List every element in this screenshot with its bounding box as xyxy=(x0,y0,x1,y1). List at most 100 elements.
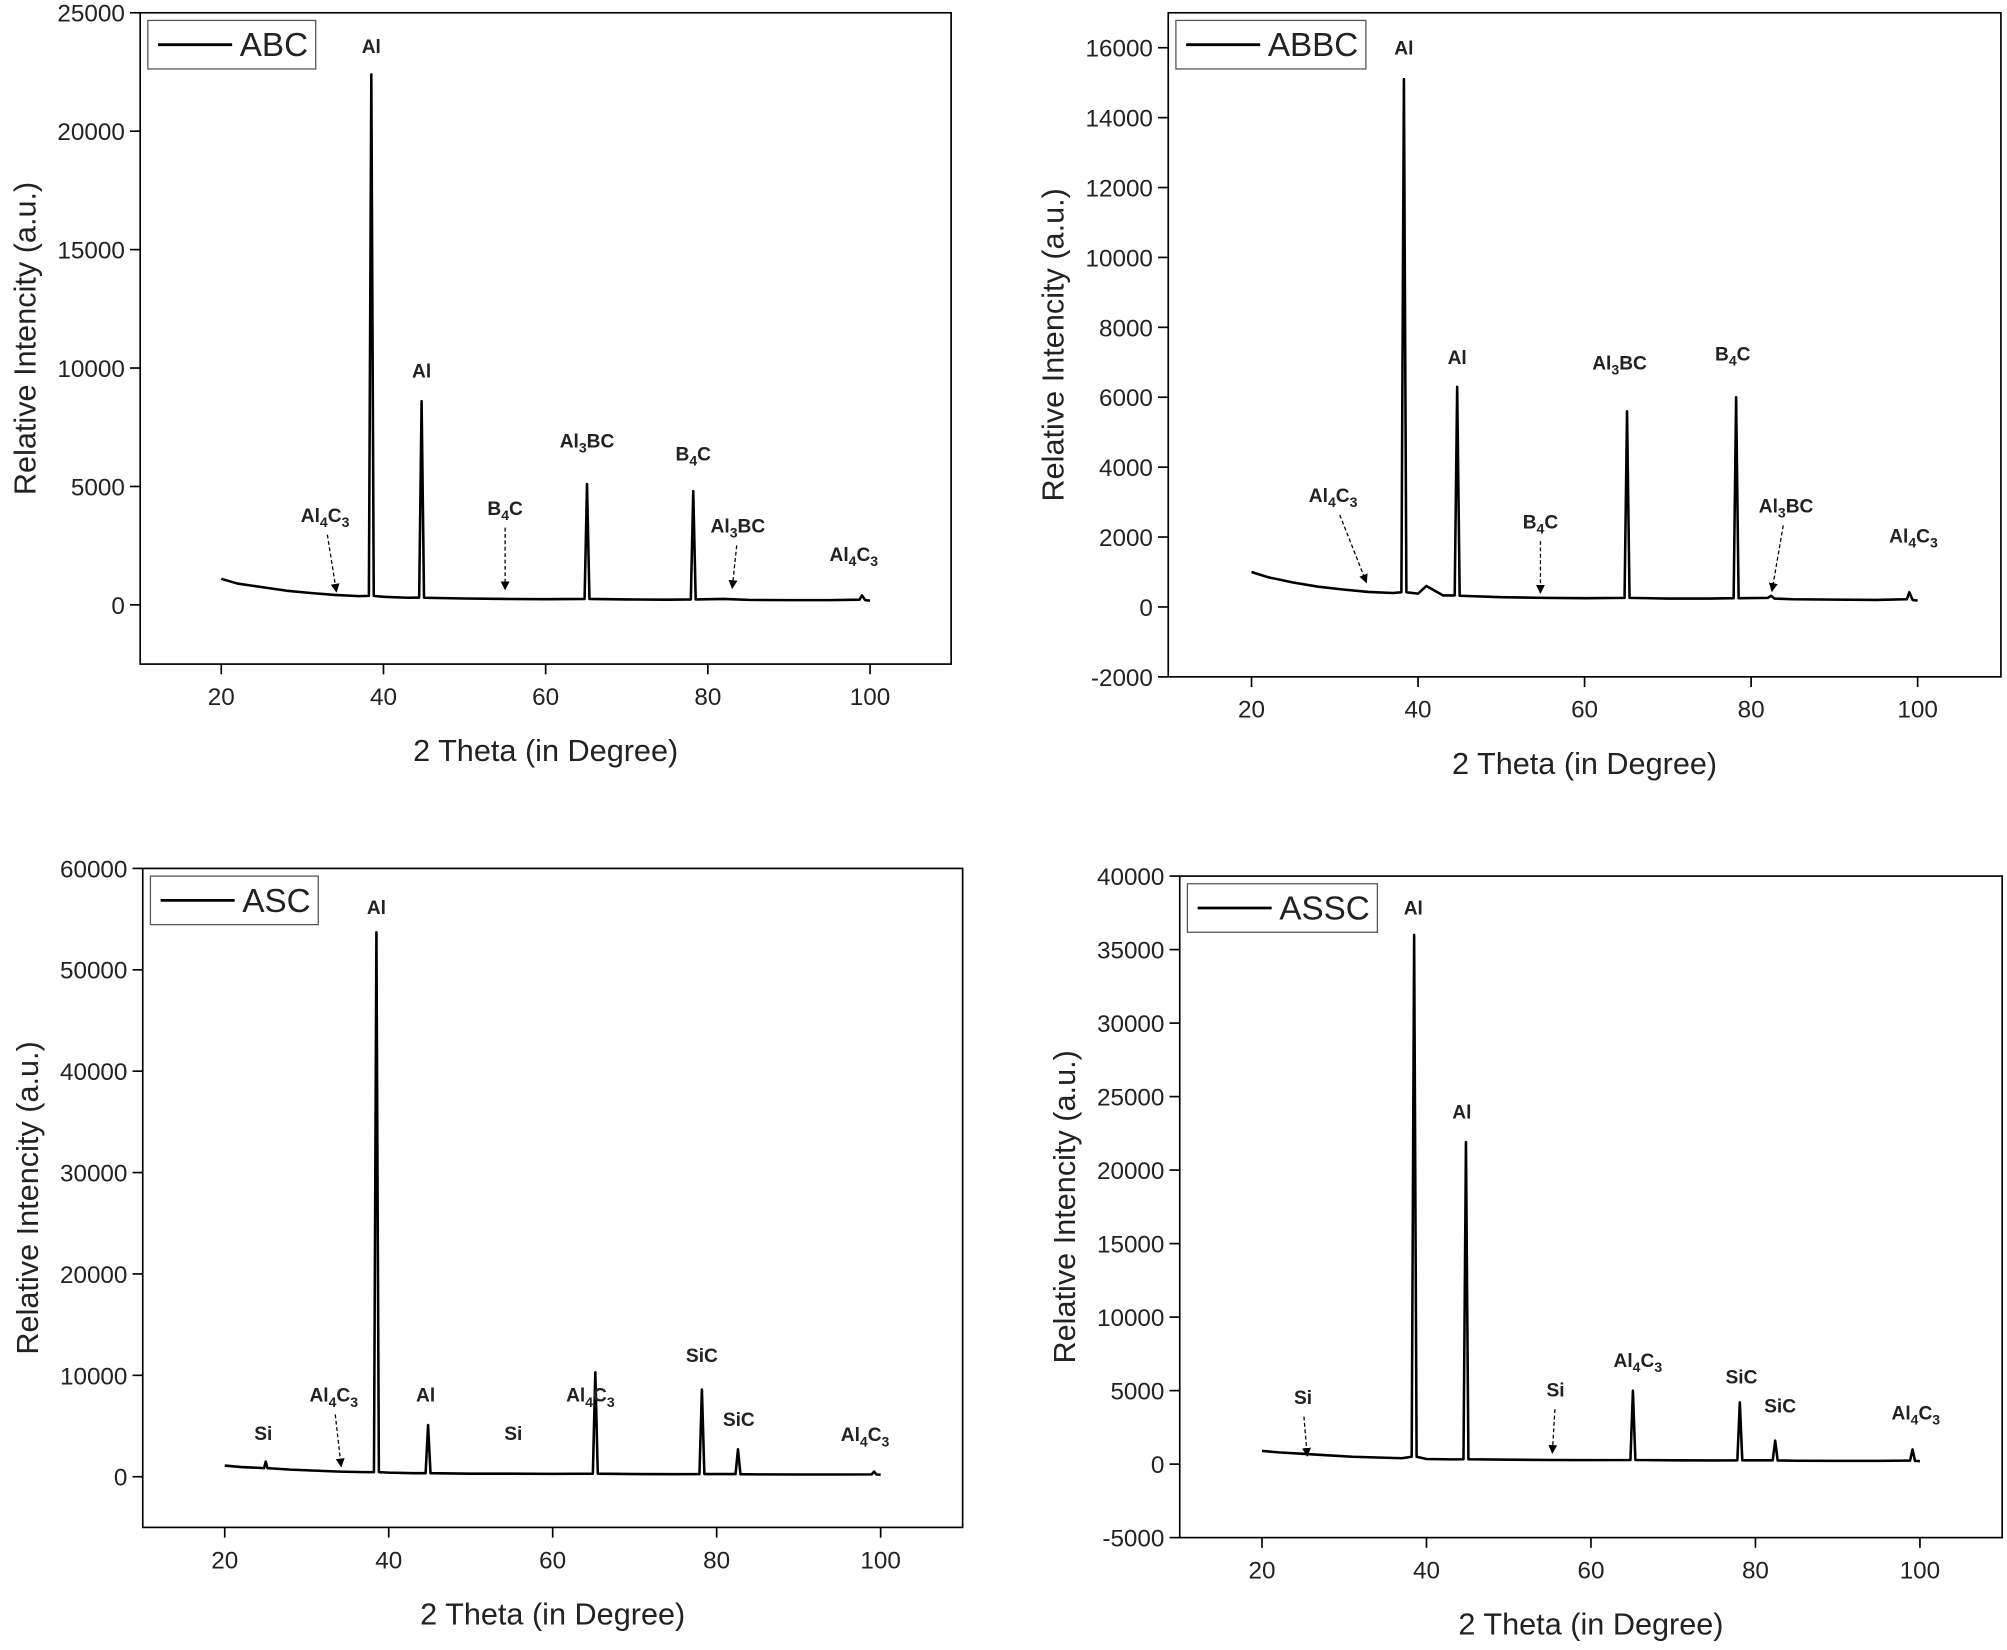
data-line xyxy=(1251,77,1918,602)
peak-label: Al4C3 xyxy=(1892,1403,1941,1427)
legend-label: ABBC xyxy=(1268,27,1358,64)
y-tick-label: -2000 xyxy=(1091,665,1153,692)
x-tick-label: 20 xyxy=(1248,1557,1275,1584)
x-tick-label: 40 xyxy=(375,1547,402,1574)
y-axis-label: Relative Intencity (a.u.) xyxy=(8,182,42,495)
x-tick-label: 100 xyxy=(1900,1557,1940,1584)
y-tick-label: 20000 xyxy=(57,119,124,146)
y-tick-label: 12000 xyxy=(1085,175,1152,202)
peak-label: SiC xyxy=(1764,1397,1796,1418)
peak-label: Al4C3 xyxy=(830,545,879,569)
y-tick-label: 30000 xyxy=(60,1161,127,1188)
legend-label: ASSC xyxy=(1279,891,1369,928)
peak-label: Al4C3 xyxy=(1889,526,1938,550)
peak-label: SiC xyxy=(1726,1367,1758,1388)
x-tick-label: 40 xyxy=(370,684,397,711)
y-tick-label: -5000 xyxy=(1102,1526,1164,1553)
y-tick-label: 10000 xyxy=(1085,245,1152,272)
chart-panel: 20 40 60 80 100 -5000 0 5000 10000 15000 20000 2500… xyxy=(1048,864,2004,1642)
peak-label: Al4C3 xyxy=(301,506,350,530)
y-tick-label: 14000 xyxy=(1085,106,1152,133)
peak-label: Al xyxy=(416,1386,435,1407)
x-tick-label: 60 xyxy=(1571,697,1598,724)
peak-label: B4C xyxy=(1523,512,1559,536)
y-tick-label: 0 xyxy=(111,593,124,620)
x-tick-label: 40 xyxy=(1413,1557,1440,1584)
peak-label: Al4C3 xyxy=(566,1386,615,1410)
peak-label: Al xyxy=(1404,898,1423,919)
y-tick-label: 10000 xyxy=(60,1363,127,1390)
x-axis-label: 2 Theta (in Degree) xyxy=(1458,1608,1723,1642)
x-tick-label: 100 xyxy=(850,684,890,711)
peak-label: Al xyxy=(1394,39,1413,60)
peak-label: B4C xyxy=(1715,345,1751,369)
x-tick-label: 80 xyxy=(1742,1557,1769,1584)
x-tick-label: 60 xyxy=(532,684,559,711)
legend-label: ASC xyxy=(242,883,310,920)
legend-label: ABC xyxy=(240,27,308,64)
y-tick-label: 30000 xyxy=(1097,1011,1164,1038)
peak-label: Al4C3 xyxy=(1614,1351,1663,1375)
y-tick-label: 16000 xyxy=(1085,36,1152,63)
y-tick-label: 15000 xyxy=(1097,1232,1164,1259)
y-tick-label: 6000 xyxy=(1099,385,1153,412)
y-tick-label: 5000 xyxy=(71,474,125,501)
y-tick-label: 0 xyxy=(114,1465,128,1492)
peak-arrow xyxy=(728,545,738,590)
x-tick-label: 80 xyxy=(703,1547,730,1574)
y-tick-label: 40000 xyxy=(1097,864,1164,891)
peak-label: B4C xyxy=(676,444,712,468)
y-tick-label: 5000 xyxy=(1110,1379,1164,1406)
y-axis-label: Relative Intencity (a.u.) xyxy=(1048,1050,1082,1363)
data-line xyxy=(1261,933,1921,1463)
plot-frame xyxy=(1178,875,2004,1539)
y-tick-label: 20000 xyxy=(60,1262,127,1289)
peak-label: Al3BC xyxy=(560,431,615,455)
peak-label: Si xyxy=(254,1424,272,1445)
x-axis-label: 2 Theta (in Degree) xyxy=(1452,747,1717,781)
x-axis-label: 2 Theta (in Degree) xyxy=(420,1597,685,1631)
peak-label: Al xyxy=(362,37,381,58)
peak-label: Si xyxy=(1547,1380,1565,1401)
data-line xyxy=(220,73,871,602)
peak-label: SiC xyxy=(723,1410,755,1431)
chart-panel: 20 40 60 80 100 0 10000 20000 30000 40000 50000 600… xyxy=(11,856,964,1631)
y-axis-label: Relative Intencity (a.u.) xyxy=(1037,188,1071,501)
y-tick-label: 2000 xyxy=(1099,525,1153,552)
x-tick-label: 60 xyxy=(1577,1557,1604,1584)
peak-label: Al xyxy=(1448,348,1467,369)
y-tick-label: 40000 xyxy=(60,1059,127,1086)
peak-label: Al4C3 xyxy=(841,1425,890,1449)
peak-arrow xyxy=(1339,514,1368,584)
y-tick-label: 25000 xyxy=(1097,1085,1164,1112)
peak-label: Al3BC xyxy=(1759,497,1814,521)
chart-panel: 20 40 60 80 100 0 5000 10000 15000 20000 25000 2 Th… xyxy=(8,1,952,768)
peak-label: Al xyxy=(367,898,386,919)
x-tick-label: 100 xyxy=(1897,697,1937,724)
peak-arrow xyxy=(334,1414,345,1468)
x-tick-label: 20 xyxy=(211,1547,238,1574)
y-tick-label: 25000 xyxy=(57,1,124,28)
x-tick-label: 60 xyxy=(539,1547,566,1574)
plot-frame xyxy=(139,11,952,665)
x-axis-label: 2 Theta (in Degree) xyxy=(413,734,678,768)
peak-label: Al3BC xyxy=(711,517,766,541)
peak-arrow xyxy=(326,534,340,593)
peak-label: Al4C3 xyxy=(309,1386,358,1410)
peak-label: B4C xyxy=(487,499,523,523)
y-axis-label: Relative Intencity (a.u.) xyxy=(11,1041,45,1354)
y-tick-label: 10000 xyxy=(57,356,124,383)
peak-arrow xyxy=(1768,525,1784,593)
y-tick-label: 15000 xyxy=(57,238,124,265)
x-tick-label: 40 xyxy=(1405,697,1432,724)
y-tick-label: 0 xyxy=(1151,1452,1165,1479)
x-tick-label: 100 xyxy=(860,1547,900,1574)
peak-label: Al xyxy=(412,362,431,383)
peak-label: Al xyxy=(1452,1103,1471,1124)
y-tick-label: 60000 xyxy=(60,856,127,883)
y-tick-label: 50000 xyxy=(60,958,127,985)
x-tick-label: 80 xyxy=(1738,697,1765,724)
peak-label: Si xyxy=(1294,1388,1312,1409)
y-tick-label: 0 xyxy=(1139,595,1153,622)
